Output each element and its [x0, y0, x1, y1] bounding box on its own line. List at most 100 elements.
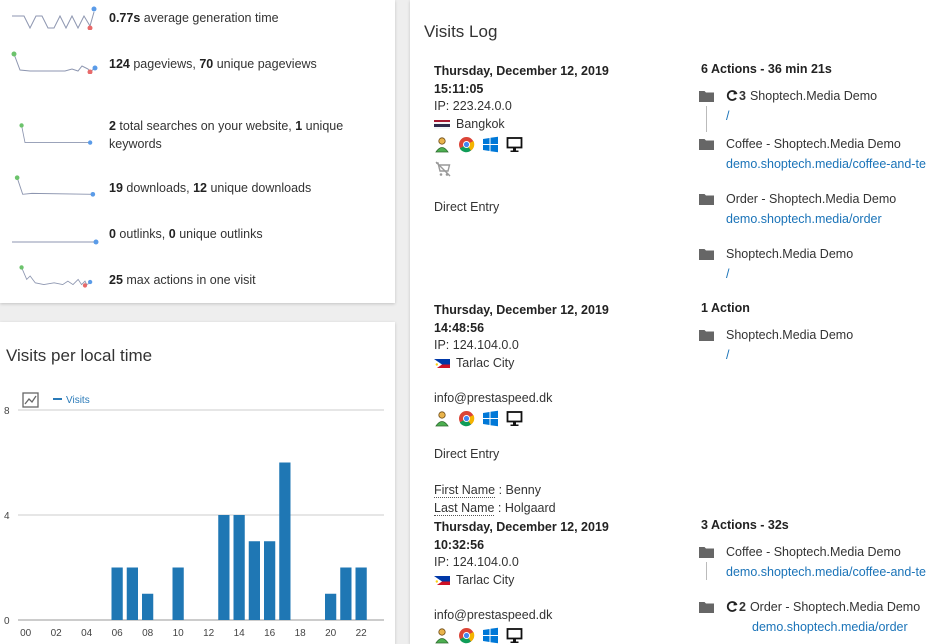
action-url[interactable]: / — [726, 267, 730, 281]
visit-location[interactable]: Tarlac City — [434, 571, 514, 589]
x-tick-label: 16 — [264, 628, 276, 639]
visit-icons — [434, 410, 523, 428]
x-tick-label: 08 — [142, 628, 154, 639]
x-tick-label: 18 — [295, 628, 307, 639]
bar-hour-08[interactable] — [142, 593, 154, 620]
action-title: Shoptech.Media Demo — [726, 247, 854, 261]
action-url[interactable]: demo.shoptech.media/coffee-and-te — [726, 565, 926, 579]
action-url[interactable]: demo.shoptech.media/order — [752, 620, 908, 634]
reload-count: 2 — [739, 600, 746, 614]
no-ecommerce-cart-icon[interactable] — [434, 160, 452, 178]
downloads-text: 19 downloads, 12 unique downloads — [109, 181, 312, 195]
action-timeline — [706, 562, 707, 580]
x-tick-label: 02 — [51, 628, 63, 639]
x-tick-label: 22 — [356, 628, 368, 639]
bar-hour-16[interactable] — [264, 541, 276, 620]
max-actions-text: 25 max actions in one visit — [109, 273, 256, 287]
pageviews-text: 124 pageviews, 70 unique pageviews — [109, 57, 317, 71]
bar-hour-10[interactable] — [172, 567, 184, 621]
bar-hour-21[interactable] — [340, 567, 352, 621]
pageviews-sparkline[interactable] — [10, 50, 100, 74]
outlinks-sparkline[interactable] — [10, 228, 100, 252]
max-actions-sparkline[interactable] — [10, 264, 100, 288]
x-tick-label: 12 — [203, 628, 215, 639]
visit-actions-title: 6 Actions - 36 min 21s — [701, 62, 832, 76]
visit-location[interactable]: Tarlac City — [434, 354, 514, 372]
visit-date: Thursday, December 12, 2019 15:11:05 — [434, 64, 609, 96]
chrome-icon[interactable] — [458, 627, 475, 644]
visitor-profile-icon[interactable] — [434, 410, 451, 427]
desktop-icon[interactable] — [506, 410, 523, 427]
action-title: 2 Order - Shoptech.Media Demo — [726, 600, 920, 614]
visit-actions-title: 3 Actions - 32s — [701, 518, 789, 532]
action-title: Coffee - Shoptech.Media Demo — [726, 137, 901, 151]
bar-hour-15[interactable] — [248, 541, 260, 620]
windows-icon[interactable] — [482, 136, 499, 153]
bar-hour-13[interactable] — [218, 515, 230, 620]
visit-actions-title: 1 Action — [701, 301, 750, 315]
bar-hour-22[interactable] — [355, 567, 367, 621]
bar-hour-06[interactable] — [111, 567, 123, 621]
bar-hour-07[interactable] — [126, 567, 138, 621]
action-title: Coffee - Shoptech.Media Demo — [726, 545, 901, 559]
folder-icon — [699, 194, 714, 205]
visit-location[interactable]: Bangkok — [434, 115, 505, 133]
y-tick-label: 8 — [4, 406, 10, 417]
chrome-icon[interactable] — [458, 410, 475, 427]
folder-icon — [699, 330, 714, 341]
chart-legend[interactable]: Visits — [53, 395, 90, 406]
searches-text: 2 total searches on your website, 1 uniq… — [109, 119, 344, 151]
folder-icon — [699, 139, 714, 150]
generation-time-sparkline[interactable] — [10, 6, 100, 30]
action-url[interactable]: / — [726, 348, 730, 362]
visit-icons — [434, 136, 523, 154]
visit-referrer: Direct Entry — [434, 447, 500, 461]
visitor-profile-icon[interactable] — [434, 136, 451, 153]
reload-icon — [726, 601, 738, 612]
windows-icon[interactable] — [482, 627, 499, 644]
visit-ip: IP: 124.104.0.0 — [434, 338, 519, 352]
custom-var-first-name: First Name : Benny — [434, 483, 541, 498]
custom-var-last-name: Last Name : Holgaard — [434, 501, 556, 516]
outlinks-text: 0 outlinks, 0 unique outlinks — [109, 227, 263, 241]
thailand-flag-icon — [434, 118, 450, 129]
visit-ip: IP: 124.104.0.0 — [434, 555, 519, 569]
visit-user-id[interactable]: info@prestaspeed.dk — [434, 391, 553, 405]
visit-user-id[interactable]: info@prestaspeed.dk — [434, 608, 553, 622]
downloads-sparkline[interactable] — [10, 174, 100, 198]
reload-icon — [726, 90, 738, 101]
x-tick-label: 20 — [325, 628, 337, 639]
x-tick-label: 14 — [234, 628, 246, 639]
bar-hour-14[interactable] — [233, 515, 245, 620]
y-tick-label: 4 — [4, 511, 10, 522]
action-timeline — [706, 106, 707, 132]
windows-icon[interactable] — [482, 410, 499, 427]
overview-card: 0.77s average generation time 124 pagevi… — [0, 0, 395, 303]
chrome-icon[interactable] — [458, 136, 475, 153]
visit-referrer: Direct Entry — [434, 200, 500, 214]
action-url[interactable]: / — [726, 109, 730, 123]
action-url[interactable]: demo.shoptech.media/order — [726, 212, 882, 226]
reload-count: 3 — [739, 89, 746, 103]
desktop-icon[interactable] — [506, 136, 523, 153]
desktop-icon[interactable] — [506, 627, 523, 644]
legend-swatch — [53, 398, 62, 400]
visits-log-title: Visits Log — [424, 22, 498, 41]
x-tick-label: 00 — [20, 628, 32, 639]
action-title: Shoptech.Media Demo — [726, 328, 854, 342]
visitor-profile-icon[interactable] — [434, 627, 451, 644]
bar-hour-20[interactable] — [325, 593, 337, 620]
visit-icons — [434, 627, 523, 644]
vplt-title: Visits per local time — [6, 346, 153, 365]
legend-label: Visits — [66, 395, 90, 406]
philippines-flag-icon — [434, 357, 450, 368]
visit-ip: IP: 223.24.0.0 — [434, 99, 512, 113]
chart-type-icon[interactable] — [22, 392, 40, 409]
action-url[interactable]: demo.shoptech.media/coffee-and-te — [726, 157, 926, 171]
searches-sparkline[interactable] — [10, 122, 100, 146]
folder-icon — [699, 602, 714, 613]
x-tick-label: 10 — [173, 628, 185, 639]
bar-hour-17[interactable] — [279, 462, 291, 621]
visit-date: Thursday, December 12, 2019 14:48:56 — [434, 303, 609, 335]
